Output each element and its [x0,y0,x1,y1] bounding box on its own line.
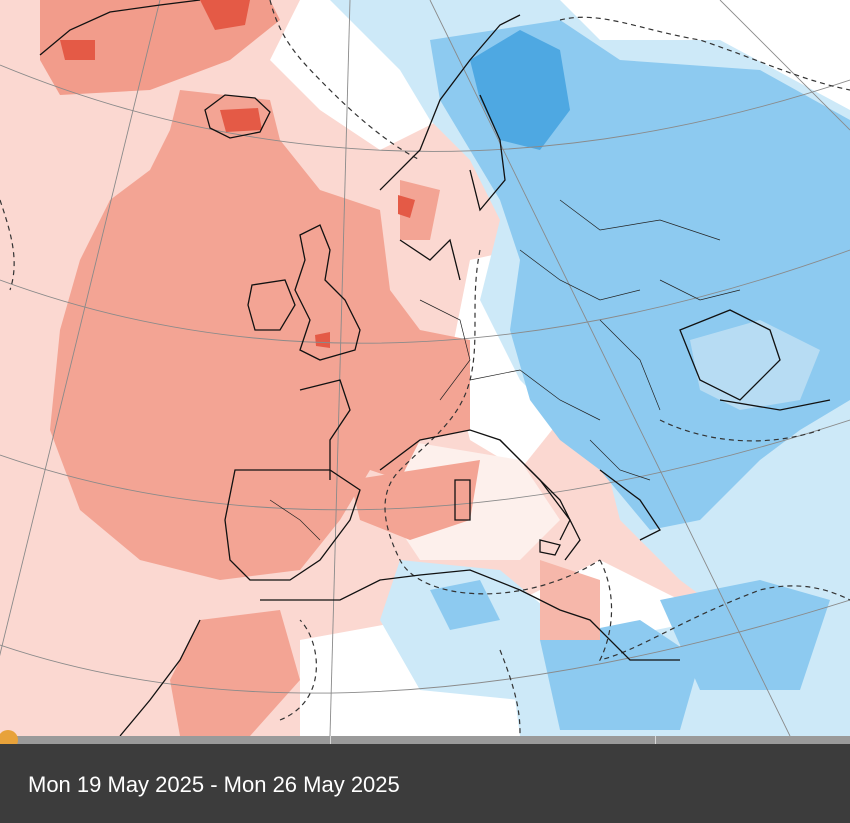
timeline-tick [330,736,331,744]
map-canvas [0,0,850,736]
warm-medium-region-norway [400,180,440,240]
cool-medium-region-egypt [660,580,830,690]
anomaly-contours [0,0,850,736]
warm-medium-region-westmed [350,460,480,540]
cool-strong-region-scandinavia [470,30,570,150]
timeline-track[interactable] [0,730,850,750]
warm-strong-region-iceland [220,108,262,132]
cool-pale-region-blacksea [690,320,820,410]
caption-bar: Mon 19 May 2025 - Mon 26 May 2025 [0,744,850,823]
timeline-tick [655,736,656,744]
coastlines [39,0,831,736]
temperature-anomaly-map[interactable] [0,0,850,736]
graticule [0,0,850,736]
warm-strong-region-norway [398,195,415,218]
warm-strong-region-greenland-west [60,40,95,60]
warm-medium-region-atlantic [50,90,470,580]
warm-strong-region-england [315,332,330,348]
country-borders [269,199,741,541]
warm-strong-region-greenland [200,0,250,30]
cool-medium-region-libya [540,620,700,730]
warm-medium-region-sicily [540,560,600,640]
warm-medium-region-morocco [170,610,300,736]
cool-medium-region-tunisia [430,580,500,630]
date-range-label: Mon 19 May 2025 - Mon 26 May 2025 [28,772,400,797]
